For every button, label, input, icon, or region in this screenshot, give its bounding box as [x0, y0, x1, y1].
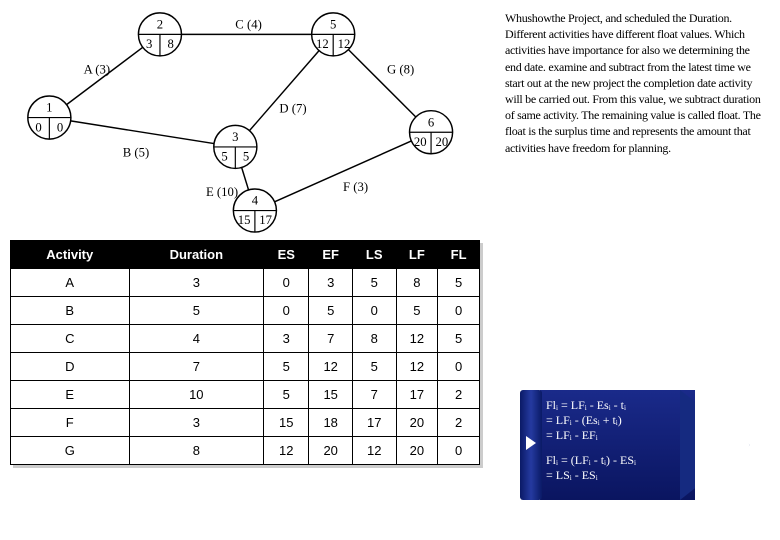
- table-cell: F: [11, 409, 130, 437]
- table-cell: B: [11, 297, 130, 325]
- table-cell: 0: [438, 437, 480, 465]
- table-cell: 10: [129, 381, 264, 409]
- activity-table: ActivityDurationESEFLSLFFL A303585B50505…: [10, 240, 480, 465]
- table-row: G8122012200: [11, 437, 480, 465]
- table-cell: D: [11, 353, 130, 381]
- table-cell: 7: [352, 381, 396, 409]
- table-row: B505050: [11, 297, 480, 325]
- table-cell: 8: [396, 269, 438, 297]
- table-cell: 0: [438, 297, 480, 325]
- table-cell: 20: [396, 437, 438, 465]
- svg-text:8: 8: [168, 37, 174, 51]
- svg-text:1: 1: [46, 101, 52, 115]
- table-cell: 3: [309, 269, 353, 297]
- table-cell: 3: [264, 325, 309, 353]
- svg-text:2: 2: [157, 17, 163, 31]
- svg-text:G (8): G (8): [387, 63, 414, 77]
- svg-text:4: 4: [252, 194, 259, 208]
- svg-text:0: 0: [57, 120, 63, 134]
- col-header: LS: [352, 241, 396, 269]
- table-cell: 5: [352, 269, 396, 297]
- table-row: A303585: [11, 269, 480, 297]
- play-icon: [526, 436, 536, 450]
- table-cell: 17: [396, 381, 438, 409]
- table-row: D75125120: [11, 353, 480, 381]
- table-cell: 5: [264, 353, 309, 381]
- table-cell: 4: [129, 325, 264, 353]
- table-cell: 15: [264, 409, 309, 437]
- svg-text:F (3): F (3): [343, 180, 368, 194]
- table-row: C4378125: [11, 325, 480, 353]
- svg-text:E (10): E (10): [206, 185, 238, 199]
- table-cell: 0: [264, 297, 309, 325]
- col-header: FL: [438, 241, 480, 269]
- svg-text:B (5): B (5): [123, 146, 149, 160]
- table-cell: 5: [396, 297, 438, 325]
- table-row: E105157172: [11, 381, 480, 409]
- formula-banner: Flᵢ = LFᵢ - Esᵢ - tᵢ = LFᵢ - (Esᵢ + tᵢ) …: [520, 390, 750, 500]
- table-cell: E: [11, 381, 130, 409]
- table-cell: 20: [309, 437, 353, 465]
- table-cell: 0: [352, 297, 396, 325]
- svg-text:20: 20: [435, 135, 448, 149]
- table-cell: 8: [129, 437, 264, 465]
- table-cell: 15: [309, 381, 353, 409]
- table-cell: 12: [352, 437, 396, 465]
- svg-text:5: 5: [330, 17, 336, 31]
- svg-text:5: 5: [243, 150, 249, 164]
- table-cell: 5: [264, 381, 309, 409]
- svg-text:C (4): C (4): [235, 17, 262, 31]
- table-cell: 3: [129, 409, 264, 437]
- explanation-text: Whushowthe Project, and scheduled the Du…: [505, 10, 765, 156]
- col-header: ES: [264, 241, 309, 269]
- svg-text:3: 3: [146, 37, 152, 51]
- table-cell: 2: [438, 409, 480, 437]
- svg-text:5: 5: [221, 150, 227, 164]
- table-cell: 5: [352, 353, 396, 381]
- table-cell: 5: [309, 297, 353, 325]
- table-cell: 5: [438, 325, 480, 353]
- svg-text:0: 0: [35, 120, 41, 134]
- table-cell: 5: [438, 269, 480, 297]
- table-cell: 7: [129, 353, 264, 381]
- svg-text:17: 17: [259, 213, 272, 227]
- svg-text:12: 12: [316, 37, 329, 51]
- svg-text:20: 20: [414, 135, 427, 149]
- table-cell: 2: [438, 381, 480, 409]
- table-cell: 8: [352, 325, 396, 353]
- activity-network-diagram: A (3) B (5) C (4) D (7) E (10) F (3) G (8) 10 0 2…: [10, 5, 490, 235]
- table-cell: 5: [129, 297, 264, 325]
- table-cell: 12: [264, 437, 309, 465]
- table-cell: 18: [309, 409, 353, 437]
- svg-text:A (3): A (3): [84, 63, 111, 77]
- svg-text:D (7): D (7): [279, 102, 306, 116]
- col-header: LF: [396, 241, 438, 269]
- table-cell: C: [11, 325, 130, 353]
- table-cell: 17: [352, 409, 396, 437]
- table-cell: 12: [309, 353, 353, 381]
- svg-text:6: 6: [428, 115, 434, 129]
- table-cell: A: [11, 269, 130, 297]
- table-cell: 0: [438, 353, 480, 381]
- col-header: Duration: [129, 241, 264, 269]
- svg-text:12: 12: [338, 37, 351, 51]
- table-cell: 0: [264, 269, 309, 297]
- table-cell: 12: [396, 353, 438, 381]
- table-cell: 3: [129, 269, 264, 297]
- col-header: Activity: [11, 241, 130, 269]
- svg-text:3: 3: [232, 130, 238, 144]
- col-header: EF: [309, 241, 353, 269]
- table-cell: 20: [396, 409, 438, 437]
- svg-text:15: 15: [238, 213, 251, 227]
- table-cell: 12: [396, 325, 438, 353]
- table-row: F3151817202: [11, 409, 480, 437]
- table-cell: 7: [309, 325, 353, 353]
- table-cell: G: [11, 437, 130, 465]
